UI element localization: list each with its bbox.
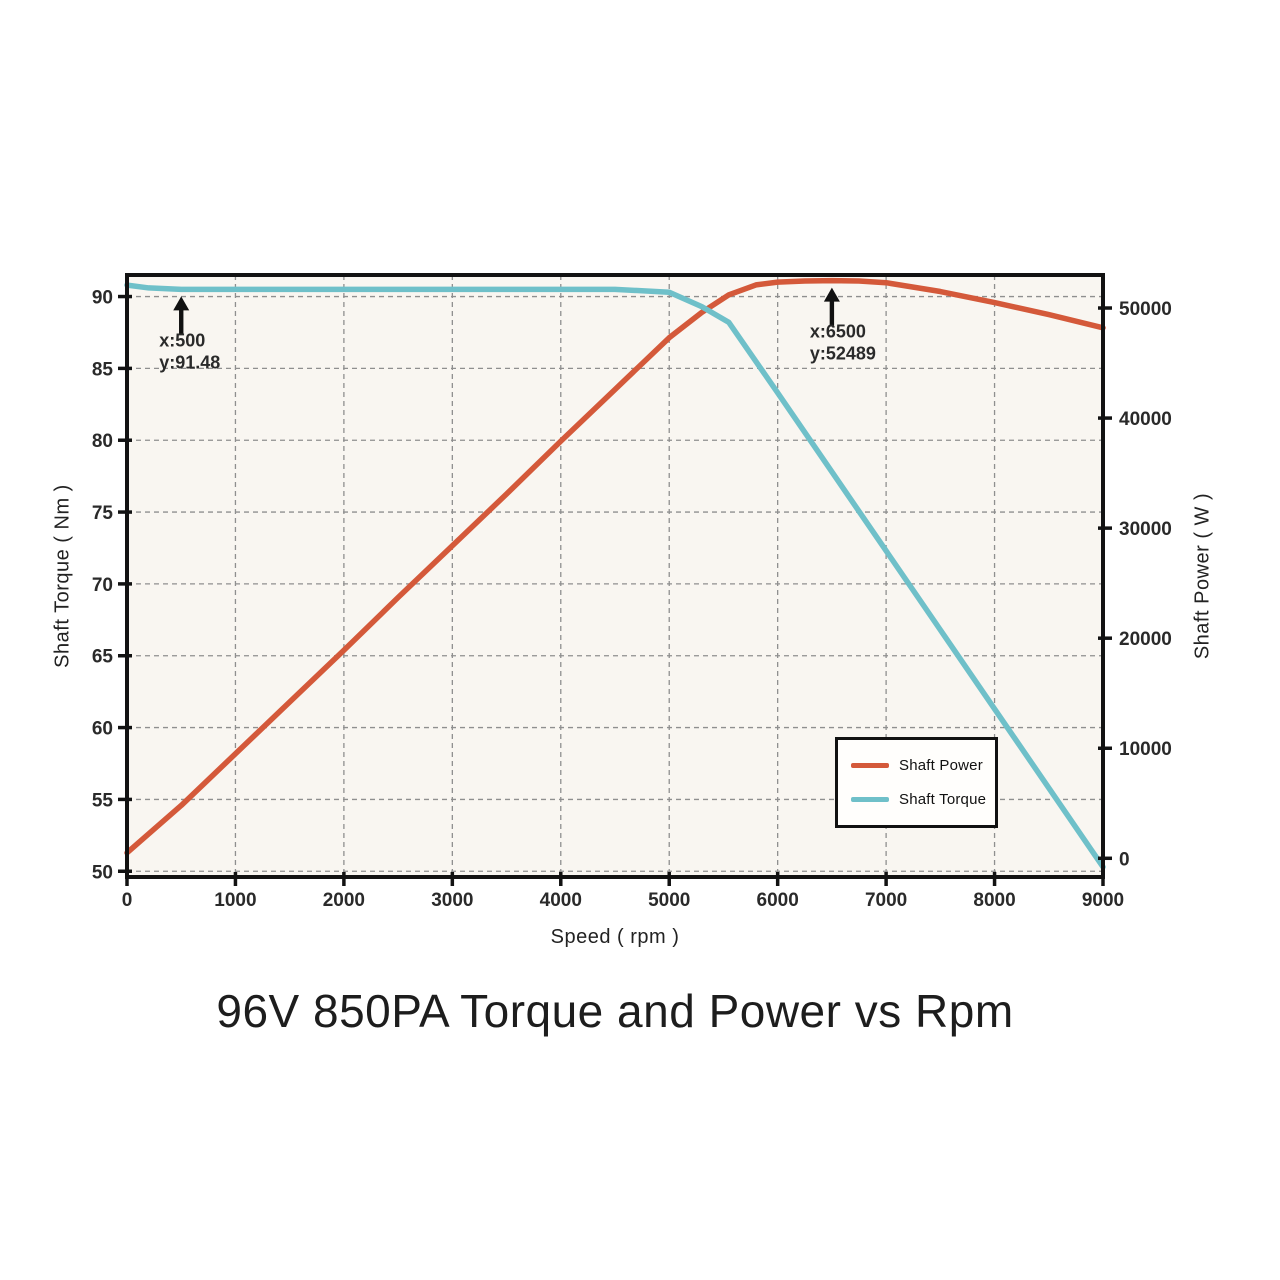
plot-border bbox=[125, 273, 1105, 879]
annotation-arrow-icon bbox=[823, 287, 840, 326]
y-axis-label-left: Shaft Torque ( Nm ) bbox=[51, 484, 74, 668]
x-tick-label: 0 bbox=[122, 890, 133, 911]
y-left-tick-label: 85 bbox=[92, 359, 114, 380]
x-tick-label: 3000 bbox=[431, 890, 473, 911]
y-left-tick-label: 75 bbox=[92, 503, 114, 524]
annotation-text: x:6500 bbox=[810, 322, 866, 342]
x-tick-label: 9000 bbox=[1082, 890, 1124, 911]
x-tick-label: 5000 bbox=[648, 890, 690, 911]
x-tick-label: 4000 bbox=[540, 890, 582, 911]
legend-label: Shaft Power bbox=[899, 757, 983, 774]
x-tick-label: 8000 bbox=[973, 890, 1015, 911]
y-left-tick-label: 55 bbox=[92, 790, 114, 811]
shaft-power-swatch bbox=[851, 763, 889, 768]
y-right-tick-label: 0 bbox=[1119, 849, 1130, 870]
annotation-text: y:52489 bbox=[810, 344, 876, 364]
legend-item-shaft-torque: Shaft Torque bbox=[851, 791, 995, 808]
shaft-torque-line bbox=[124, 282, 1106, 870]
y-left-tick-label: 80 bbox=[92, 431, 113, 452]
y-right-tick-label: 20000 bbox=[1119, 629, 1172, 650]
legend-label: Shaft Torque bbox=[899, 791, 987, 808]
y-axis-label-right: Shaft Power ( W ) bbox=[1191, 492, 1214, 660]
shaft-power-line bbox=[124, 277, 1106, 856]
legend: Shaft Power Shaft Torque bbox=[835, 737, 998, 828]
shaft-torque-swatch bbox=[851, 797, 889, 802]
y-left-tick-label: 70 bbox=[92, 575, 113, 596]
x-axis-label: Speed ( rpm ) bbox=[550, 926, 680, 948]
y-left-tick-label: 50 bbox=[92, 862, 113, 883]
legend-item-shaft-power: Shaft Power bbox=[851, 757, 995, 774]
y-left-tick-label: 65 bbox=[92, 647, 114, 668]
y-right-tick-label: 10000 bbox=[1119, 739, 1172, 760]
x-tick-label: 6000 bbox=[757, 890, 799, 911]
x-tick-label: 1000 bbox=[214, 890, 256, 911]
y-left-tick-label: 90 bbox=[92, 288, 113, 309]
annotation-text: y:91.48 bbox=[159, 352, 220, 372]
y-right-tick-label: 30000 bbox=[1119, 519, 1172, 540]
x-tick-label: 2000 bbox=[323, 890, 365, 911]
y-left-tick-label: 60 bbox=[92, 719, 113, 740]
y-right-tick-label: 40000 bbox=[1119, 409, 1172, 430]
annotation-arrow-icon bbox=[173, 296, 190, 335]
chart-title: 96V 850PA Torque and Power vs Rpm bbox=[216, 985, 1014, 1037]
x-tick-label: 7000 bbox=[865, 890, 907, 911]
y-right-tick-label: 50000 bbox=[1119, 299, 1172, 320]
annotation-text: x:500 bbox=[159, 330, 205, 350]
